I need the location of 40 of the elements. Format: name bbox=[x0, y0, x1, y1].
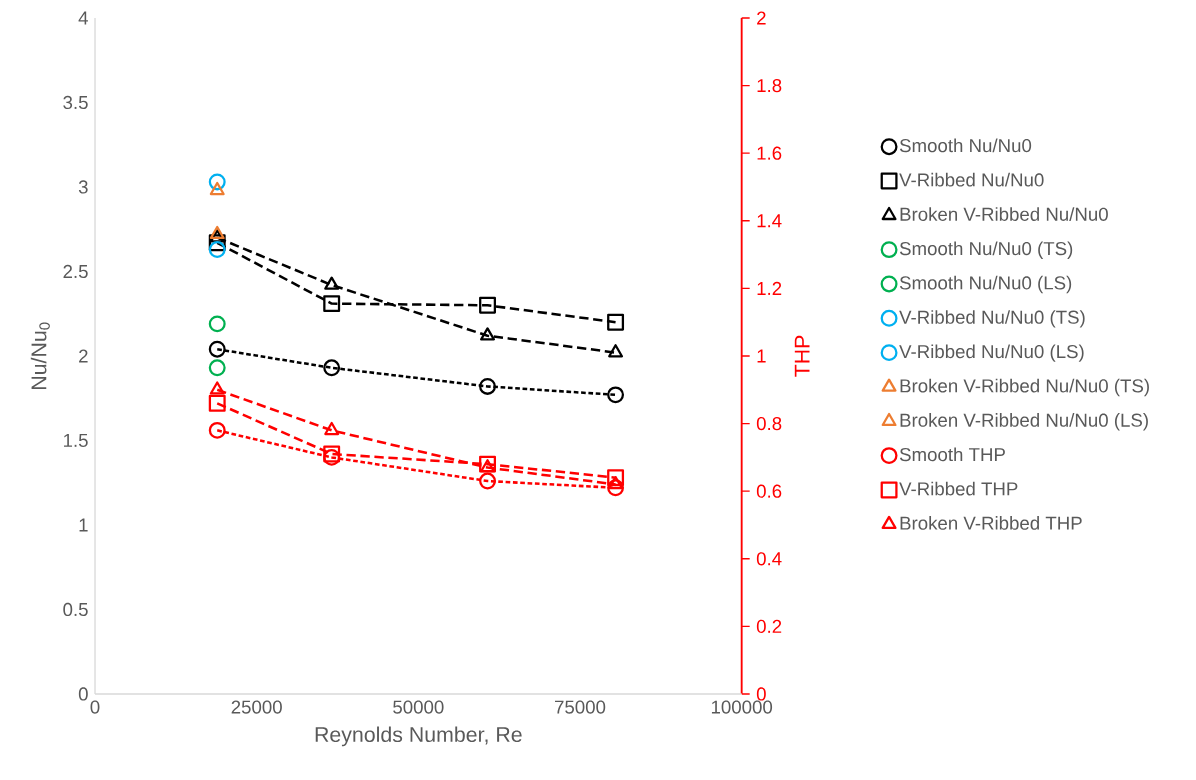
y2-tick-label: 0.6 bbox=[756, 484, 782, 498]
legend-label: V-Ribbed Nu/Nu0 (LS) bbox=[899, 344, 1084, 362]
legend-label: Smooth Nu/Nu0 bbox=[899, 138, 1032, 153]
y-tick-label: 4 bbox=[78, 11, 88, 25]
legend-label: Broken V-Ribbed Nu/Nu0 (LS) bbox=[900, 413, 1148, 431]
legend-label: V-Ribbed Nu/Nu0 bbox=[899, 172, 1044, 187]
y-tick-label: 3 bbox=[78, 180, 88, 194]
y-axis-title: Nu/Nu$_{0}$ bbox=[30, 322, 50, 389]
y-tick-label: 2 bbox=[79, 349, 88, 363]
y-tick-label: 1.5 bbox=[63, 433, 88, 448]
y-tick-label: 2.5 bbox=[63, 264, 88, 279]
y2-tick-label: 0.4 bbox=[756, 552, 782, 566]
y-tick-label: 1 bbox=[79, 518, 88, 532]
legend-label: V-Ribbed Nu/Nu0 (TS) bbox=[899, 310, 1085, 328]
y-tick-label: 0 bbox=[78, 687, 88, 701]
y2-tick-label: 2 bbox=[757, 11, 766, 25]
y2-tick-label: 1.6 bbox=[757, 146, 782, 160]
x-tick-label: 75000 bbox=[555, 700, 606, 714]
y2-tick-label: 1.2 bbox=[757, 281, 782, 295]
legend-label: Smooth THP bbox=[899, 447, 1005, 462]
legend-label: Smooth Nu/Nu0 (TS) bbox=[899, 241, 1073, 259]
y2-tick-label: 0.2 bbox=[756, 619, 782, 633]
x-tick-label: 0 bbox=[90, 700, 100, 714]
y2-tick-label: 0 bbox=[756, 687, 766, 701]
legend-label: Broken V-Ribbed THP bbox=[900, 516, 1082, 530]
x-axis-title: Reynolds Number, Re bbox=[315, 726, 522, 747]
legend-label: Broken V-Ribbed Nu/Nu0 (TS) bbox=[900, 378, 1149, 397]
x-tick-label: 100000 bbox=[711, 700, 773, 714]
legend-label: Smooth Nu/Nu0 (LS) bbox=[899, 275, 1072, 294]
legend-label: V-Ribbed THP bbox=[899, 481, 1018, 496]
y-tick-label: 0.5 bbox=[63, 602, 88, 617]
y2-tick-label: 0.8 bbox=[756, 416, 782, 431]
legend-label: Broken V-Ribbed Nu/Nu0 bbox=[900, 207, 1108, 221]
y2-tick-label: 1.8 bbox=[757, 78, 782, 93]
x-tick-label: 50000 bbox=[393, 700, 444, 714]
x-tick-label: 25000 bbox=[231, 700, 282, 714]
y2-tick-label: 1 bbox=[757, 349, 766, 363]
y2-tick-label: 1.4 bbox=[757, 214, 782, 228]
y2-axis-title: THP bbox=[794, 335, 810, 377]
y-tick-label: 3.5 bbox=[63, 95, 88, 110]
